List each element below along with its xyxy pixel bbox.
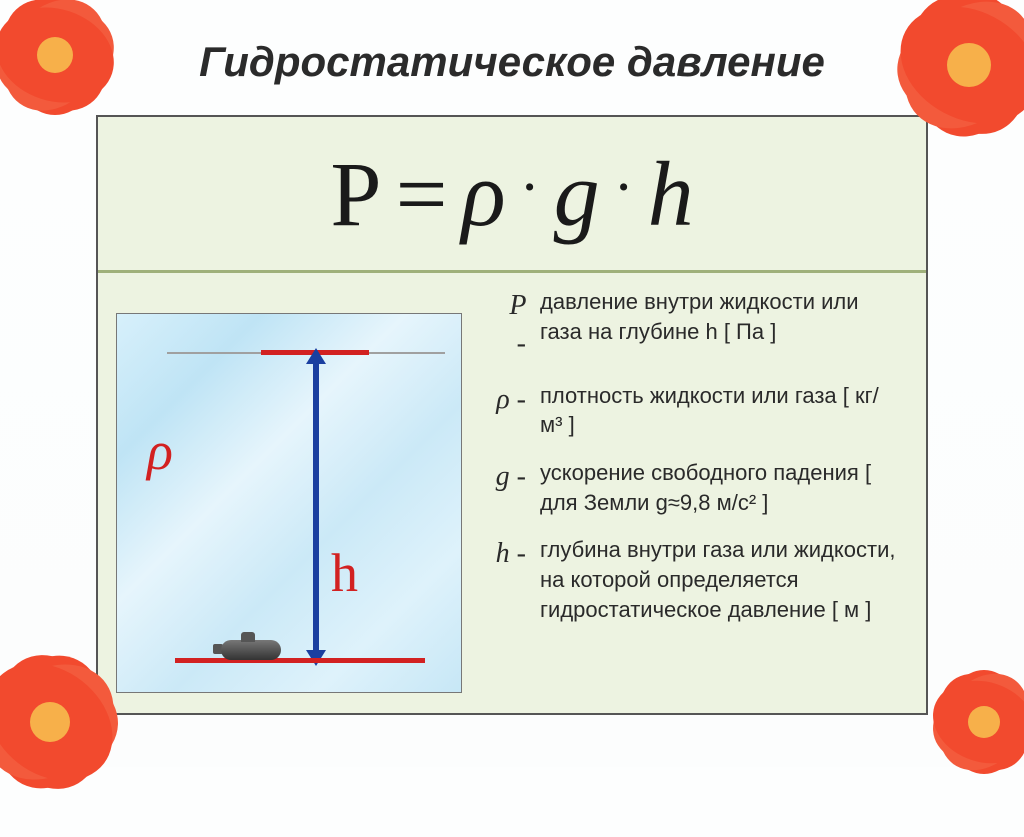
formula-h: h — [648, 141, 694, 247]
definition-row: h - глубина внутри газа или жидкости, на… — [494, 535, 900, 624]
surface-line-right — [369, 352, 445, 354]
diagram-rho-label: ρ — [147, 420, 173, 482]
formula-g: g — [554, 141, 600, 247]
def-symbol-P: P - — [494, 287, 528, 363]
def-text-g: ускорение свободного падения [ для Земли… — [528, 458, 900, 517]
definition-row: P - давление внутри жидкости или газа на… — [494, 287, 900, 363]
flower-bottom-left — [0, 612, 160, 837]
formula-band: P = ρ · g · h — [98, 117, 926, 273]
flower-bottom-right — [904, 642, 1024, 807]
def-text-h: глубина внутри газа или жидкости, на кот… — [528, 535, 900, 624]
surface-line-left — [167, 352, 261, 354]
def-symbol-rho: ρ - — [494, 381, 528, 440]
definition-row: g - ускорение свободного падения [ для З… — [494, 458, 900, 517]
def-symbol-g: g - — [494, 458, 528, 517]
def-text-rho: плотность жидкости или газа [ кг/м³ ] — [528, 381, 900, 440]
formula-P: P — [330, 141, 381, 247]
diagram-h-label: h — [331, 542, 358, 604]
pressure-formula: P = ρ · g · h — [330, 141, 693, 247]
formula-rho: ρ — [461, 141, 505, 247]
flower-top-right — [854, 0, 1024, 185]
definition-row: ρ - плотность жидкости или газа [ кг/м³ … — [494, 381, 900, 440]
submarine-icon — [213, 634, 291, 664]
formula-dot2: · — [614, 153, 634, 222]
content-card: P = ρ · g · h ρ h P - давление внутри жи… — [96, 115, 928, 715]
definitions-list: P - давление внутри жидкости или газа на… — [494, 287, 900, 624]
formula-eq: = — [396, 141, 448, 247]
def-symbol-h: h - — [494, 535, 528, 624]
depth-arrow — [313, 354, 319, 658]
flower-top-left — [0, 0, 150, 155]
formula-dot1: · — [520, 153, 540, 222]
def-text-P: давление внутри жидкости или газа на глу… — [528, 287, 900, 363]
water-diagram: ρ h — [116, 313, 462, 693]
